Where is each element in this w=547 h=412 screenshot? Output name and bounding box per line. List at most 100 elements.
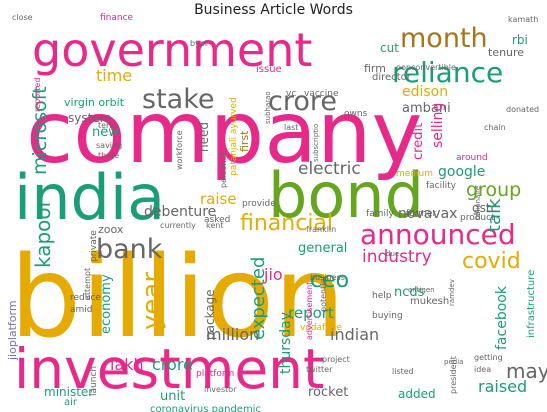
word-indian: indian xyxy=(330,325,379,344)
word-government: government xyxy=(32,23,312,77)
word-month: month xyxy=(400,23,488,54)
word-new: new xyxy=(92,125,119,140)
word-vaccine: vaccine xyxy=(304,89,339,99)
word-jio: jio xyxy=(263,265,283,284)
word-around: around xyxy=(456,153,488,163)
word-stake: stake xyxy=(142,84,214,115)
word-asked: asked xyxy=(204,215,230,225)
word-rbi: rbi xyxy=(512,33,528,47)
word-ceo: ceo xyxy=(310,268,349,293)
word-electric: electric xyxy=(298,159,361,179)
word-need: need xyxy=(197,122,211,152)
word-year: year xyxy=(137,272,167,330)
word-group: group xyxy=(466,179,521,201)
word-reported: reported xyxy=(33,78,42,112)
word-jioplatform: jioplatform xyxy=(6,300,19,361)
word-ncds: ncds xyxy=(394,285,425,300)
word-subscriptio: subscriptio xyxy=(312,124,320,162)
word-idea: idea xyxy=(474,365,491,374)
word-platform: platform xyxy=(196,369,234,379)
word-director: director xyxy=(372,72,412,83)
word-chain: chain xyxy=(484,123,506,132)
word-facility: facility xyxy=(426,181,457,191)
word-private: private xyxy=(89,230,99,262)
word-finance: finance xyxy=(100,13,134,23)
word-raise: raise xyxy=(200,190,237,208)
word-owns: owns xyxy=(344,109,368,119)
word-coronavirus-pandemic: coronavirus pandemic xyxy=(150,404,261,412)
word-firm: firm xyxy=(364,62,386,75)
word-advertisement: advertisement xyxy=(305,282,314,340)
chart-title: Business Article Words xyxy=(194,2,353,18)
word-lakh: lakh xyxy=(110,355,144,374)
word-currently: currently xyxy=(160,221,196,230)
word-general: general xyxy=(298,241,347,256)
word-three: three xyxy=(98,151,119,160)
word-india: india xyxy=(14,161,165,234)
word-listed: listed xyxy=(392,367,414,376)
word-industry: industry xyxy=(362,247,432,267)
word-package: package xyxy=(203,289,217,340)
word-attempt: attempt xyxy=(83,268,92,300)
word-getting: getting xyxy=(474,353,503,362)
word-nonconvertible: nonconvertible xyxy=(396,63,456,72)
word-system: system xyxy=(68,111,111,125)
word-personal: personal xyxy=(219,153,228,188)
word-workforce: workforce xyxy=(175,130,184,170)
word-franklin: franklin xyxy=(306,225,336,234)
word-investor: investor xyxy=(204,385,237,394)
word-vc: vc xyxy=(286,89,296,99)
word-business: business xyxy=(310,273,345,282)
word-potential: potential xyxy=(319,276,328,312)
word-announced: announced xyxy=(360,218,516,251)
word-may: may xyxy=(506,359,547,383)
word-economy: economy xyxy=(99,274,114,334)
word-debenture: debenture xyxy=(144,204,216,220)
word-thursday: thursday xyxy=(278,312,294,374)
word-ambani: ambani xyxy=(402,101,451,116)
word-selling: selling xyxy=(430,103,446,148)
word-crore: crore xyxy=(268,86,337,117)
word-bond: bond xyxy=(268,159,424,232)
word-covid: covid xyxy=(462,249,521,274)
word-launch: launch xyxy=(89,366,99,396)
word-gstc: gstc xyxy=(472,201,497,215)
word-issue: issue xyxy=(256,64,282,75)
word-facebook: facebook xyxy=(494,285,510,350)
word-rocket: rocket xyxy=(308,385,348,400)
word-vodafone: vodafone xyxy=(300,323,342,333)
word-billionaire: billionaire xyxy=(474,186,482,220)
word-million: million xyxy=(206,325,259,344)
word-pedia: pedia xyxy=(444,358,463,366)
word-credit: credit xyxy=(411,123,426,160)
word-antigen: antigen xyxy=(408,286,435,294)
word-medium: medium xyxy=(396,169,433,179)
word-microsoft: microsoft xyxy=(29,86,51,175)
word-talk: talk xyxy=(484,198,505,232)
word-kamath: kamath xyxy=(508,15,538,24)
word-unit: unit xyxy=(160,389,185,404)
word-expected: expected xyxy=(248,257,269,340)
word-ramdev: ramdev xyxy=(448,279,456,306)
word-due: due xyxy=(386,250,399,258)
word-kapoor: kapoor xyxy=(31,198,55,268)
word-crore: crore xyxy=(152,355,193,374)
word-term: term xyxy=(98,121,117,130)
word-patanjali-ayurved: patanjali ayurved xyxy=(229,97,239,176)
word-report: report xyxy=(288,304,334,322)
word-company: company xyxy=(26,83,422,183)
word-edison: edison xyxy=(402,84,448,100)
word-amid: amid xyxy=(70,305,93,315)
word-donated: donated xyxy=(506,105,539,114)
word-novavax: novavax xyxy=(398,206,457,222)
word-air: air xyxy=(64,397,78,408)
word-product: product xyxy=(460,213,495,223)
word-subharao: subharao xyxy=(264,91,272,124)
word-added: added xyxy=(398,387,436,401)
word-project: project xyxy=(322,355,350,364)
word-buying: buying xyxy=(372,311,403,321)
word-reliance: reliance xyxy=(392,56,503,89)
word-former: former xyxy=(406,209,437,219)
